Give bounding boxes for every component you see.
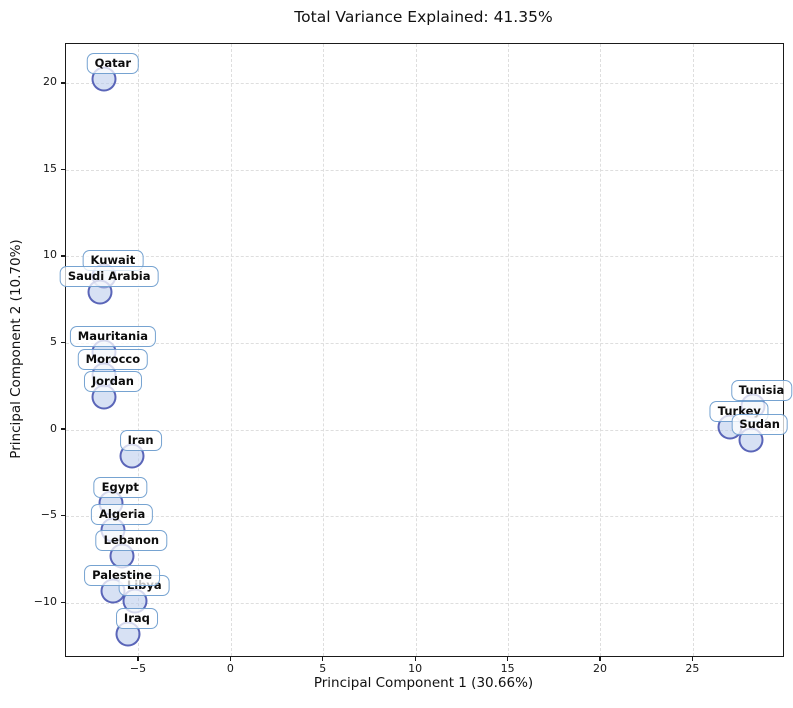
country-label: Jordan	[83, 371, 142, 393]
y-tick	[60, 341, 65, 344]
chart-title: Total Variance Explained: 41.35%	[294, 8, 553, 26]
plot-area: Qatar Kuwait Saudi Arabia Mauritania Morocco…	[59, 43, 793, 657]
country-label: Egypt	[93, 476, 147, 498]
gridline-x	[323, 44, 325, 656]
gridline-x	[230, 44, 232, 656]
country-label: Sudan	[731, 414, 788, 436]
x-tick-label: 15	[500, 662, 515, 675]
x-tick-label: 10	[408, 662, 423, 675]
y-tick-label: −5	[40, 508, 57, 522]
country-label: Qatar	[86, 52, 140, 74]
x-tick	[414, 656, 416, 661]
y-tick	[60, 82, 65, 84]
x-tick-label: 5	[319, 662, 327, 675]
x-tick	[137, 656, 139, 661]
x-tick	[691, 656, 694, 661]
gridline-y	[66, 343, 783, 344]
country-label: Palestine	[84, 565, 161, 587]
gridline-x	[415, 44, 417, 656]
country-label: Tunisia	[730, 379, 793, 401]
y-tick-label: 10	[43, 248, 57, 262]
gridline-y	[66, 429, 783, 431]
gridline-x	[600, 44, 602, 656]
x-tick	[506, 656, 509, 661]
x-tick-label: −5	[129, 662, 147, 675]
x-tick	[599, 656, 601, 661]
country-label: Iran	[119, 430, 162, 452]
gridline-y	[66, 256, 783, 258]
gridline-y	[66, 169, 783, 171]
gridline-x	[508, 44, 510, 656]
gridline-y	[66, 602, 783, 604]
gridline-x	[692, 44, 694, 656]
x-axis-label: Principal Component 1 (30.66%)	[313, 675, 534, 691]
country-label: Lebanon	[95, 530, 168, 552]
y-tick	[60, 168, 65, 171]
x-tick-label: 25	[685, 662, 700, 675]
country-label: Saudi Arabia	[59, 265, 159, 287]
y-tick-label: 20	[43, 75, 57, 89]
gridline-y	[66, 516, 783, 518]
y-tick-label: 5	[50, 335, 57, 348]
y-tick	[60, 601, 65, 603]
x-tick	[229, 656, 232, 661]
y-tick-label: 15	[43, 161, 57, 175]
y-tick-label: −10	[33, 594, 57, 608]
country-label: Morocco	[77, 348, 149, 370]
gridline-y	[66, 83, 783, 85]
y-tick	[60, 515, 65, 517]
x-tick-label: 0	[226, 662, 234, 675]
y-tick	[60, 428, 65, 430]
x-tick	[322, 656, 324, 661]
y-tick	[60, 255, 65, 257]
x-tick-label: 20	[592, 662, 607, 675]
country-label: Iraq	[115, 608, 158, 630]
y-tick-label: 0	[50, 421, 57, 435]
country-label: Algeria	[90, 504, 154, 526]
country-label: Mauritania	[69, 326, 156, 348]
